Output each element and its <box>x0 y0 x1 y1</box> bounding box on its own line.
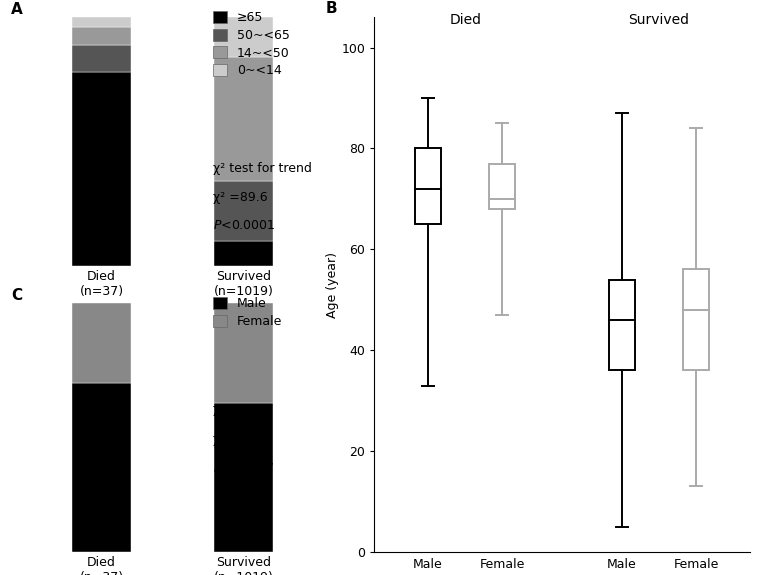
Bar <box>609 279 635 370</box>
Legend: Male, Female: Male, Female <box>213 297 282 328</box>
Text: B: B <box>326 1 337 16</box>
Text: A: A <box>11 2 23 17</box>
Bar <box>72 45 132 72</box>
Text: C: C <box>11 288 22 304</box>
Text: Survived: Survived <box>629 13 689 28</box>
Bar <box>72 72 132 266</box>
Text: $\it{P}$<0.0001: $\it{P}$<0.0001 <box>213 218 276 232</box>
Bar <box>213 17 273 57</box>
Text: χ² test for trend: χ² test for trend <box>213 162 312 174</box>
Bar <box>72 17 132 27</box>
Bar <box>489 163 516 209</box>
Bar <box>72 383 132 552</box>
Text: χ² =89.6: χ² =89.6 <box>213 191 268 204</box>
Bar <box>72 303 132 383</box>
Bar <box>213 402 273 552</box>
Bar <box>72 27 132 45</box>
Text: Died: Died <box>449 13 481 28</box>
Text: χ² test: χ² test <box>213 402 253 416</box>
Legend: ≥65, 50~<65, 14~<50, 0~<14: ≥65, 50~<65, 14~<50, 0~<14 <box>213 11 290 77</box>
Bar <box>213 181 273 241</box>
Bar <box>683 270 709 370</box>
Text: $\it{P}$=0.0157: $\it{P}$=0.0157 <box>213 462 275 476</box>
Bar <box>213 241 273 266</box>
Text: χ² =5.84: χ² =5.84 <box>213 432 268 446</box>
Bar <box>415 148 441 224</box>
Bar <box>213 57 273 181</box>
Y-axis label: Age (year): Age (year) <box>326 252 339 317</box>
Bar <box>213 303 273 402</box>
